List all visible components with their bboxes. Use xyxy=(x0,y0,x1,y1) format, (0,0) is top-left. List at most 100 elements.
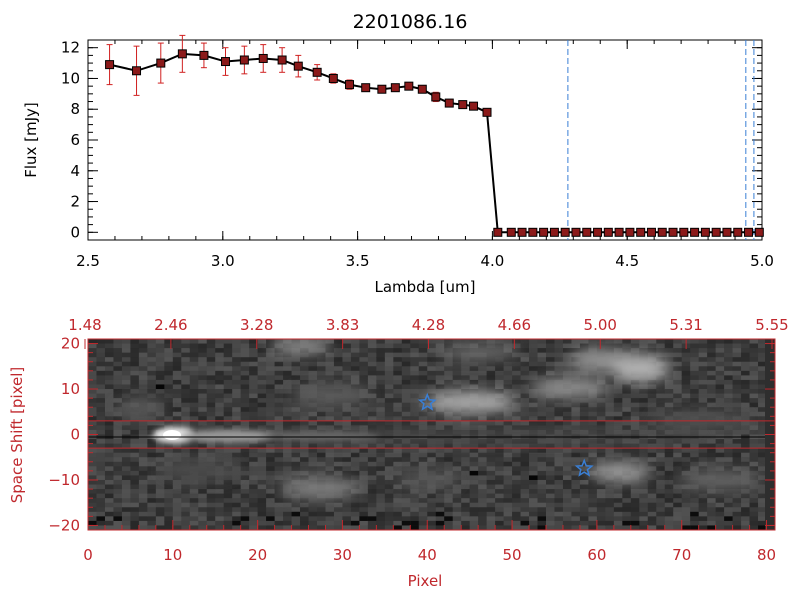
spectrum-error-bars xyxy=(106,34,491,116)
spectrum-point xyxy=(312,67,322,77)
spectrum-y-tick-label: 2 xyxy=(70,193,80,211)
spectrum-frame xyxy=(87,39,763,241)
spectral-image-xlabel: Pixel xyxy=(408,572,443,590)
image-y-tick-label: 20 xyxy=(61,335,80,353)
spectrum-point xyxy=(528,227,538,237)
star-marker xyxy=(574,458,594,477)
spectrum-point xyxy=(444,98,454,108)
spectrum-point xyxy=(277,55,287,65)
image-y-tick-label: −20 xyxy=(48,516,80,534)
spectrum-point xyxy=(239,55,249,65)
spectrum-x-tick-label: 3.5 xyxy=(346,252,370,270)
spectrum-point xyxy=(679,227,689,237)
spectrum-ylabel: Flux [mJy] xyxy=(22,102,40,178)
spectrum-point xyxy=(744,227,754,237)
spectrum-point xyxy=(431,92,441,102)
image-y-tick-label: 0 xyxy=(70,426,80,444)
image-top-tick-label: 5.55 xyxy=(755,316,788,334)
spectrum-y-tick-label: 4 xyxy=(70,162,80,180)
image-x-tick-label: 80 xyxy=(757,546,776,564)
spectrum-point xyxy=(582,227,592,237)
spectral-image xyxy=(88,339,775,530)
image-x-tick-label: 60 xyxy=(587,546,606,564)
spectrum-chart: 2201086.16 2.5 3.0 3.5 4.0 4.5 5.0 0 2 4 6 8 10 12 L… xyxy=(22,11,774,296)
spectral-image-ylabel: Space Shift [pixel] xyxy=(8,367,26,504)
spectrum-point xyxy=(132,66,142,76)
spectrum-point xyxy=(328,73,338,83)
image-top-tick-label: 2.46 xyxy=(154,316,187,334)
spectrum-point xyxy=(482,107,492,117)
spectrum-point xyxy=(657,227,667,237)
spectrum-point xyxy=(293,61,303,71)
image-top-tick-label: 5.00 xyxy=(584,316,617,334)
spectral-image-chart: 0 10 20 30 40 50 60 70 80 1.48 2.46 3.28 3.83 4.28 4.6… xyxy=(8,316,789,590)
image-y-tick-label: 10 xyxy=(61,380,80,398)
image-x-tick-label: 20 xyxy=(248,546,267,564)
star-markers xyxy=(417,392,594,477)
image-top-tick-label: 5.31 xyxy=(669,316,702,334)
spectrum-point xyxy=(199,50,209,60)
image-x-tick-label: 10 xyxy=(163,546,182,564)
spectrum-markers xyxy=(105,49,764,237)
spectrum-point xyxy=(458,100,468,110)
spectrum-point xyxy=(603,227,613,237)
spectrum-point xyxy=(593,227,603,237)
spectrum-x-tick-label: 4.5 xyxy=(615,252,639,270)
spectrum-x-tick-label: 3.0 xyxy=(211,252,235,270)
spectrum-point xyxy=(220,57,230,67)
spectrum-point xyxy=(549,227,559,237)
image-x-tick-label: 30 xyxy=(333,546,352,564)
spectrum-point xyxy=(493,227,503,237)
spectrum-point xyxy=(571,227,581,237)
star-marker xyxy=(417,392,437,411)
spectrum-point xyxy=(539,227,549,237)
spectrum-y-tick-label: 6 xyxy=(70,131,80,149)
spectrum-point xyxy=(177,49,187,59)
spectrum-x-tick-label: 4.0 xyxy=(480,252,504,270)
spectrum-point xyxy=(506,227,516,237)
image-top-tick-label: 1.48 xyxy=(68,316,101,334)
spectrum-point xyxy=(345,80,355,90)
spectrum-point xyxy=(722,227,732,237)
image-top-tick-label: 3.28 xyxy=(240,316,273,334)
spectrum-point xyxy=(361,83,371,93)
spectrum-point xyxy=(105,60,115,70)
spectrum-y-tick-label: 10 xyxy=(61,69,80,87)
chart-title: 2201086.16 xyxy=(353,11,468,33)
spectrum-point xyxy=(636,227,646,237)
spectrum-vertical-lines xyxy=(511,40,762,240)
spectrum-x-tick-label: 2.5 xyxy=(76,252,100,270)
spectrum-point xyxy=(417,84,427,94)
spectrum-point xyxy=(754,227,764,237)
image-top-tick-label: 3.83 xyxy=(326,316,359,334)
spectrum-point xyxy=(625,227,635,237)
image-top-tick-label: 4.28 xyxy=(412,316,445,334)
spectrum-xlabel: Lambda [um] xyxy=(375,278,476,296)
spectrum-point xyxy=(560,227,570,237)
spectrum-axes: 2.5 3.0 3.5 4.0 4.5 5.0 0 2 4 6 8 10 12 xyxy=(61,39,774,270)
spectrum-point xyxy=(377,84,387,94)
spectrum-point xyxy=(404,81,414,91)
image-x-tick-label: 40 xyxy=(418,546,437,564)
spectrum-point xyxy=(156,58,166,68)
spectrum-point xyxy=(711,227,721,237)
spectrum-y-tick-label: 0 xyxy=(70,223,80,241)
spectrum-point xyxy=(700,227,710,237)
spectrum-point xyxy=(469,101,479,111)
spectrum-y-tick-label: 8 xyxy=(70,100,80,118)
spectrum-point xyxy=(258,53,268,63)
spectrum-point xyxy=(733,227,743,237)
spectral-image-axes: 0 10 20 30 40 50 60 70 80 1.48 2.46 3.28 3.83 4.28 4.6… xyxy=(48,316,788,564)
image-x-tick-label: 50 xyxy=(503,546,522,564)
spectrum-y-tick-label: 12 xyxy=(61,39,80,57)
spectrum-line xyxy=(109,52,760,234)
image-top-tick-label: 4.66 xyxy=(498,316,531,334)
spectrum-point xyxy=(614,227,624,237)
spectrum-point xyxy=(517,227,527,237)
spectrum-x-tick-label: 5.0 xyxy=(750,252,774,270)
image-x-tick-label: 0 xyxy=(83,546,93,564)
image-x-tick-label: 70 xyxy=(672,546,691,564)
spectrum-point xyxy=(668,227,678,237)
